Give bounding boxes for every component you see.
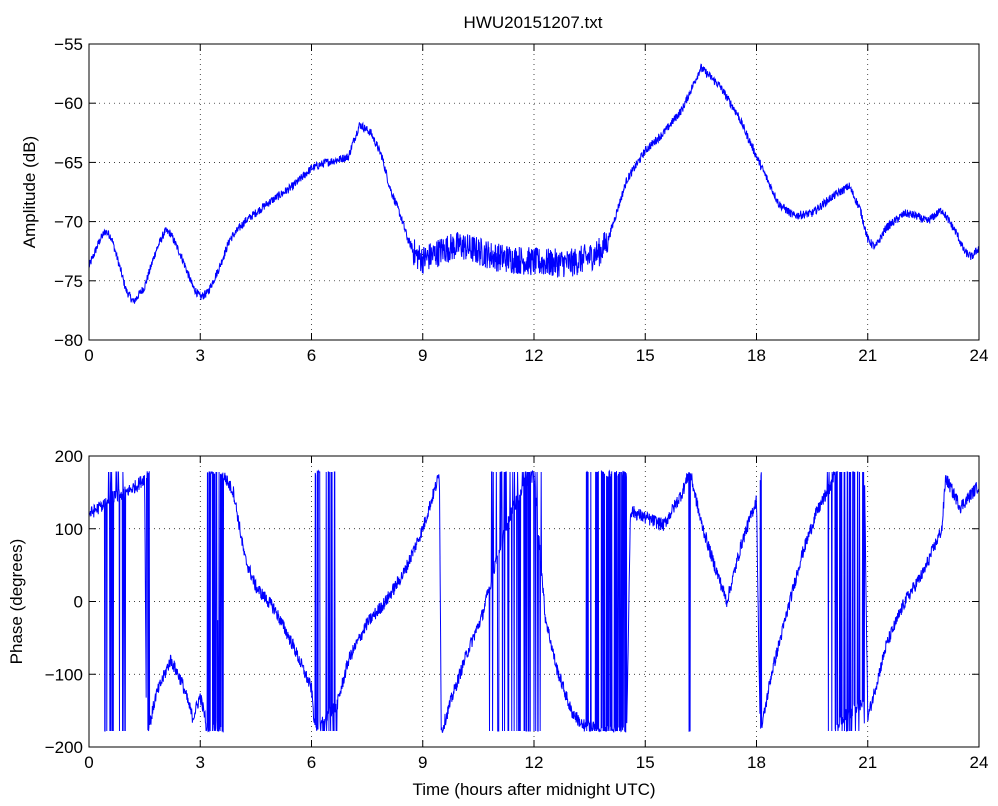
phase-y-tick-label: 200 bbox=[55, 447, 83, 466]
phase-x-axis-label: Time (hours after midnight UTC) bbox=[412, 780, 655, 799]
amplitude-y-tick-label: −75 bbox=[54, 272, 83, 291]
phase-x-tick-label: 6 bbox=[307, 753, 316, 772]
amplitude-y-axis-label: Amplitude (dB) bbox=[20, 136, 39, 248]
amplitude-y-tick-label: −55 bbox=[54, 35, 83, 54]
amplitude-y-tick-label: −70 bbox=[54, 213, 83, 232]
phase-x-tick-label: 9 bbox=[418, 753, 427, 772]
amplitude-plot-area bbox=[89, 44, 979, 340]
amplitude-x-tick-label: 24 bbox=[970, 346, 989, 365]
amplitude-y-tick-label: −60 bbox=[54, 94, 83, 113]
chart-title: HWU20151207.txt bbox=[464, 13, 603, 32]
amplitude-x-tick-label: 21 bbox=[858, 346, 877, 365]
amplitude-y-tick-label: −80 bbox=[54, 331, 83, 350]
amplitude-x-tick-label: 18 bbox=[747, 346, 766, 365]
phase-x-tick-label: 15 bbox=[636, 753, 655, 772]
phase-y-axis-label: Phase (degrees) bbox=[7, 539, 26, 665]
phase-y-tick-label: −200 bbox=[45, 738, 83, 757]
amplitude-y-tick-label: −65 bbox=[54, 153, 83, 172]
phase-panel: 0 3 6 9 12 15 18 21 24 −200 −100 0 100 200 Phase (degr… bbox=[7, 447, 988, 799]
amplitude-x-tick-label: 0 bbox=[84, 346, 93, 365]
amplitude-x-tick-label: 9 bbox=[418, 346, 427, 365]
amplitude-x-tick-label: 15 bbox=[636, 346, 655, 365]
amplitude-x-tick-label: 12 bbox=[525, 346, 544, 365]
phase-y-tick-label: 0 bbox=[74, 593, 83, 612]
phase-x-tick-label: 21 bbox=[858, 753, 877, 772]
amplitude-panel: 0 3 6 9 12 15 18 21 24 −80 −75 −70 −65 −60 −55 Amplitud… bbox=[20, 35, 988, 365]
amplitude-x-tick-label: 6 bbox=[307, 346, 316, 365]
amplitude-series-line bbox=[88, 63, 980, 304]
phase-x-tick-label: 18 bbox=[747, 753, 766, 772]
amplitude-x-tick-label: 3 bbox=[196, 346, 205, 365]
phase-x-tick-label: 0 bbox=[84, 753, 93, 772]
phase-series-line bbox=[88, 469, 980, 734]
phase-x-tick-label: 3 bbox=[196, 753, 205, 772]
phase-x-tick-label: 12 bbox=[525, 753, 544, 772]
phase-y-tick-label: 100 bbox=[55, 520, 83, 539]
phase-x-tick-label: 24 bbox=[970, 753, 989, 772]
phase-y-tick-label: −100 bbox=[45, 665, 83, 684]
